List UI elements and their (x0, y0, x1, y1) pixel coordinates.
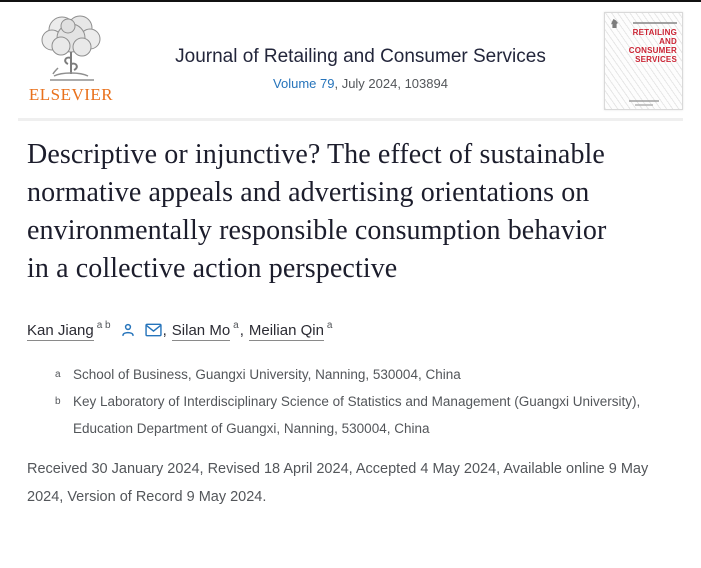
author-separator: , (162, 321, 167, 339)
journal-cover-thumbnail[interactable]: RETAILING AND CONSUMER SERVICES (604, 12, 683, 110)
article-title: Descriptive or injunctive? The effect of… (27, 139, 607, 284)
affiliation-list: a School of Business, Guangxi University… (27, 361, 674, 442)
cover-footer-marks (628, 100, 659, 106)
affiliation-b: b Key Laboratory of Interdisciplinary Sc… (27, 388, 647, 442)
elsevier-wordmark: ELSEVIER (28, 85, 114, 104)
affiliation-marker: a (55, 369, 61, 380)
volume-issue-line: Volume 79, July 2024, 103894 (117, 76, 604, 91)
author-affil-sup: a (233, 320, 239, 331)
author-silan-mo[interactable]: Silan Mo a (171, 320, 239, 341)
journal-title-block: Journal of Retailing and Consumer Servic… (117, 12, 604, 91)
publication-dates: Received 30 January 2024, Revised 18 Apr… (27, 461, 649, 505)
cover-microtext (633, 22, 677, 24)
elsevier-tree-icon (25, 12, 117, 84)
issue-info: , July 2024, 103894 (334, 76, 448, 91)
article-meta: Descriptive or injunctive? The effect of… (0, 136, 701, 511)
volume-link[interactable]: Volume 79 (273, 76, 335, 91)
affiliation-a: a School of Business, Guangxi University… (27, 361, 647, 388)
affiliation-marker: b (55, 396, 61, 407)
author-profile-icon[interactable] (120, 322, 136, 338)
author-affil-sup: a b (96, 320, 111, 331)
cover-emblem-icon (611, 19, 618, 28)
journal-banner: ELSEVIER Journal of Retailing and Consum… (0, 2, 701, 118)
email-envelope-icon[interactable] (144, 323, 162, 337)
author-kan-jiang[interactable]: Kan Jiang a b (27, 320, 111, 341)
author-separator: , (239, 321, 244, 339)
journal-title-link[interactable]: Journal of Retailing and Consumer Servic… (175, 46, 546, 67)
header-divider (18, 118, 683, 121)
author-list: Kan Jiang a b , Silan Mo a , Meilian Q (27, 320, 674, 341)
cover-title: RETAILING AND CONSUMER SERVICES (628, 28, 677, 64)
author-affil-sup: a (326, 320, 333, 331)
elsevier-logo[interactable]: ELSEVIER (25, 12, 117, 105)
author-meilian-qin[interactable]: Meilian Qin a (248, 320, 333, 341)
